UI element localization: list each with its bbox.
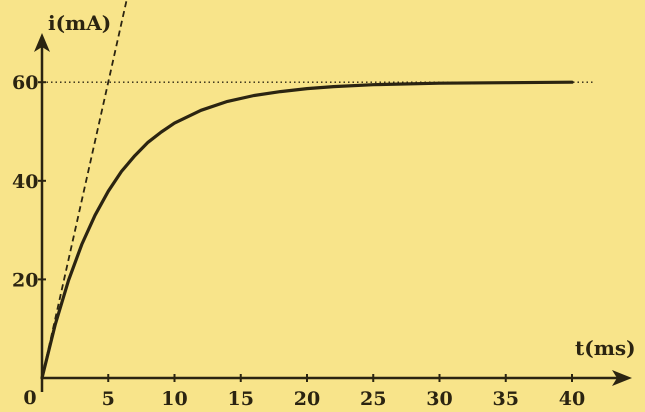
- y-tick-label-40: 40: [12, 171, 38, 193]
- x-tick-label-30: 30: [426, 388, 452, 410]
- x-tick-label-15: 15: [228, 388, 254, 410]
- y-axis-arrowhead: [34, 33, 50, 52]
- current-curve: [40, 80, 574, 380]
- origin-label: 0: [23, 387, 36, 409]
- x-tick-label-5: 5: [102, 388, 115, 410]
- x-tick-label-10: 10: [161, 388, 187, 410]
- y-tick-label-20: 20: [12, 269, 38, 291]
- tangent-line: [41, 0, 128, 379]
- y-axis-label: i(mA): [48, 11, 111, 35]
- x-tick-label-20: 20: [294, 388, 320, 410]
- x-tick-label-35: 35: [493, 388, 519, 410]
- x-tick-label-40: 40: [559, 388, 585, 410]
- y-tick-label-60: 60: [12, 72, 38, 94]
- x-axis-label: t(ms): [575, 336, 636, 360]
- y-tick-labels: 20 40 60: [12, 72, 46, 291]
- x-tick-label-25: 25: [360, 388, 386, 410]
- x-tick-labels: 5 10 15 20 25 30 35 40: [102, 374, 585, 410]
- x-axis-arrowhead: [612, 370, 632, 386]
